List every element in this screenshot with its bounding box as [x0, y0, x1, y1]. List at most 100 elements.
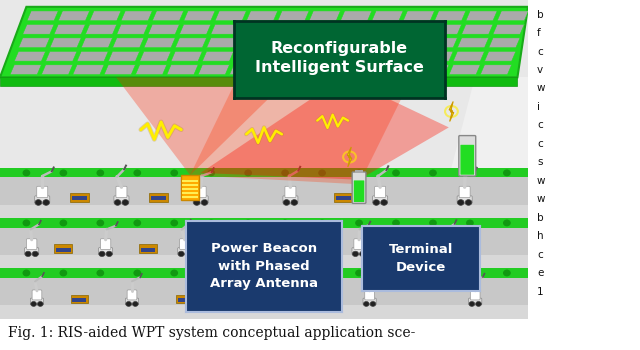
Polygon shape: [27, 11, 58, 21]
Text: v: v: [537, 65, 543, 75]
Polygon shape: [140, 51, 171, 61]
FancyBboxPatch shape: [231, 298, 244, 305]
Polygon shape: [453, 51, 484, 61]
Text: c: c: [537, 120, 543, 131]
Text: w: w: [537, 194, 545, 204]
Text: h: h: [537, 231, 543, 241]
Polygon shape: [309, 11, 340, 21]
Text: b: b: [537, 9, 543, 20]
Polygon shape: [305, 25, 336, 34]
Polygon shape: [246, 11, 278, 21]
Polygon shape: [144, 38, 175, 48]
Polygon shape: [461, 25, 493, 34]
Circle shape: [97, 220, 104, 226]
Polygon shape: [296, 51, 328, 61]
FancyBboxPatch shape: [178, 298, 191, 302]
Polygon shape: [0, 77, 518, 86]
Polygon shape: [22, 25, 54, 34]
FancyBboxPatch shape: [125, 298, 139, 305]
Circle shape: [268, 251, 274, 257]
Circle shape: [178, 251, 184, 257]
Polygon shape: [121, 11, 152, 21]
Circle shape: [99, 251, 105, 257]
Polygon shape: [426, 38, 458, 48]
Polygon shape: [116, 25, 148, 34]
Polygon shape: [395, 38, 426, 48]
FancyBboxPatch shape: [457, 196, 472, 203]
Polygon shape: [328, 51, 359, 61]
FancyBboxPatch shape: [442, 248, 456, 255]
Polygon shape: [0, 7, 528, 77]
FancyBboxPatch shape: [151, 196, 166, 200]
Polygon shape: [171, 51, 202, 61]
Polygon shape: [207, 38, 238, 48]
Polygon shape: [417, 65, 449, 75]
Polygon shape: [0, 177, 528, 205]
Circle shape: [449, 251, 456, 257]
Polygon shape: [449, 65, 480, 75]
FancyBboxPatch shape: [374, 186, 386, 198]
Polygon shape: [324, 65, 355, 75]
Polygon shape: [484, 51, 516, 61]
Polygon shape: [45, 51, 77, 61]
Circle shape: [208, 170, 214, 176]
Circle shape: [291, 199, 298, 205]
Text: b: b: [537, 213, 543, 223]
Polygon shape: [0, 168, 528, 318]
Polygon shape: [466, 11, 497, 21]
Polygon shape: [449, 102, 454, 121]
Text: e: e: [537, 268, 543, 278]
Polygon shape: [480, 65, 511, 75]
Circle shape: [467, 170, 473, 176]
Circle shape: [319, 220, 325, 226]
FancyBboxPatch shape: [72, 196, 87, 200]
Bar: [355, 170, 363, 173]
FancyBboxPatch shape: [282, 295, 299, 303]
FancyBboxPatch shape: [372, 196, 388, 203]
Bar: [182, 188, 198, 190]
Polygon shape: [167, 65, 198, 75]
FancyBboxPatch shape: [470, 290, 480, 300]
FancyBboxPatch shape: [139, 244, 157, 253]
Polygon shape: [113, 38, 144, 48]
Polygon shape: [355, 65, 386, 75]
FancyBboxPatch shape: [116, 186, 127, 198]
Text: c: c: [537, 139, 543, 149]
Polygon shape: [58, 11, 90, 21]
FancyBboxPatch shape: [460, 145, 474, 175]
Polygon shape: [73, 65, 104, 75]
FancyBboxPatch shape: [230, 248, 244, 252]
FancyBboxPatch shape: [283, 196, 298, 203]
Polygon shape: [359, 51, 390, 61]
Circle shape: [23, 220, 29, 226]
FancyBboxPatch shape: [100, 239, 111, 250]
Polygon shape: [104, 65, 136, 75]
FancyBboxPatch shape: [233, 290, 243, 300]
FancyBboxPatch shape: [389, 248, 403, 252]
FancyBboxPatch shape: [54, 244, 72, 253]
Circle shape: [245, 270, 252, 276]
Polygon shape: [54, 25, 85, 34]
FancyBboxPatch shape: [352, 248, 366, 255]
Polygon shape: [184, 11, 215, 21]
Polygon shape: [202, 51, 234, 61]
Polygon shape: [152, 11, 184, 21]
FancyBboxPatch shape: [56, 248, 70, 252]
Polygon shape: [19, 38, 50, 48]
FancyBboxPatch shape: [333, 193, 353, 202]
Text: c: c: [537, 250, 543, 260]
Polygon shape: [77, 51, 108, 61]
Text: 1: 1: [537, 287, 543, 297]
Polygon shape: [273, 25, 305, 34]
Circle shape: [23, 270, 29, 276]
Polygon shape: [340, 11, 372, 21]
FancyBboxPatch shape: [181, 175, 199, 200]
FancyBboxPatch shape: [99, 248, 113, 255]
Circle shape: [97, 170, 104, 176]
FancyBboxPatch shape: [30, 298, 44, 305]
FancyBboxPatch shape: [149, 193, 168, 202]
Polygon shape: [14, 51, 45, 61]
Polygon shape: [497, 11, 529, 21]
Polygon shape: [201, 77, 449, 180]
Polygon shape: [190, 77, 412, 184]
